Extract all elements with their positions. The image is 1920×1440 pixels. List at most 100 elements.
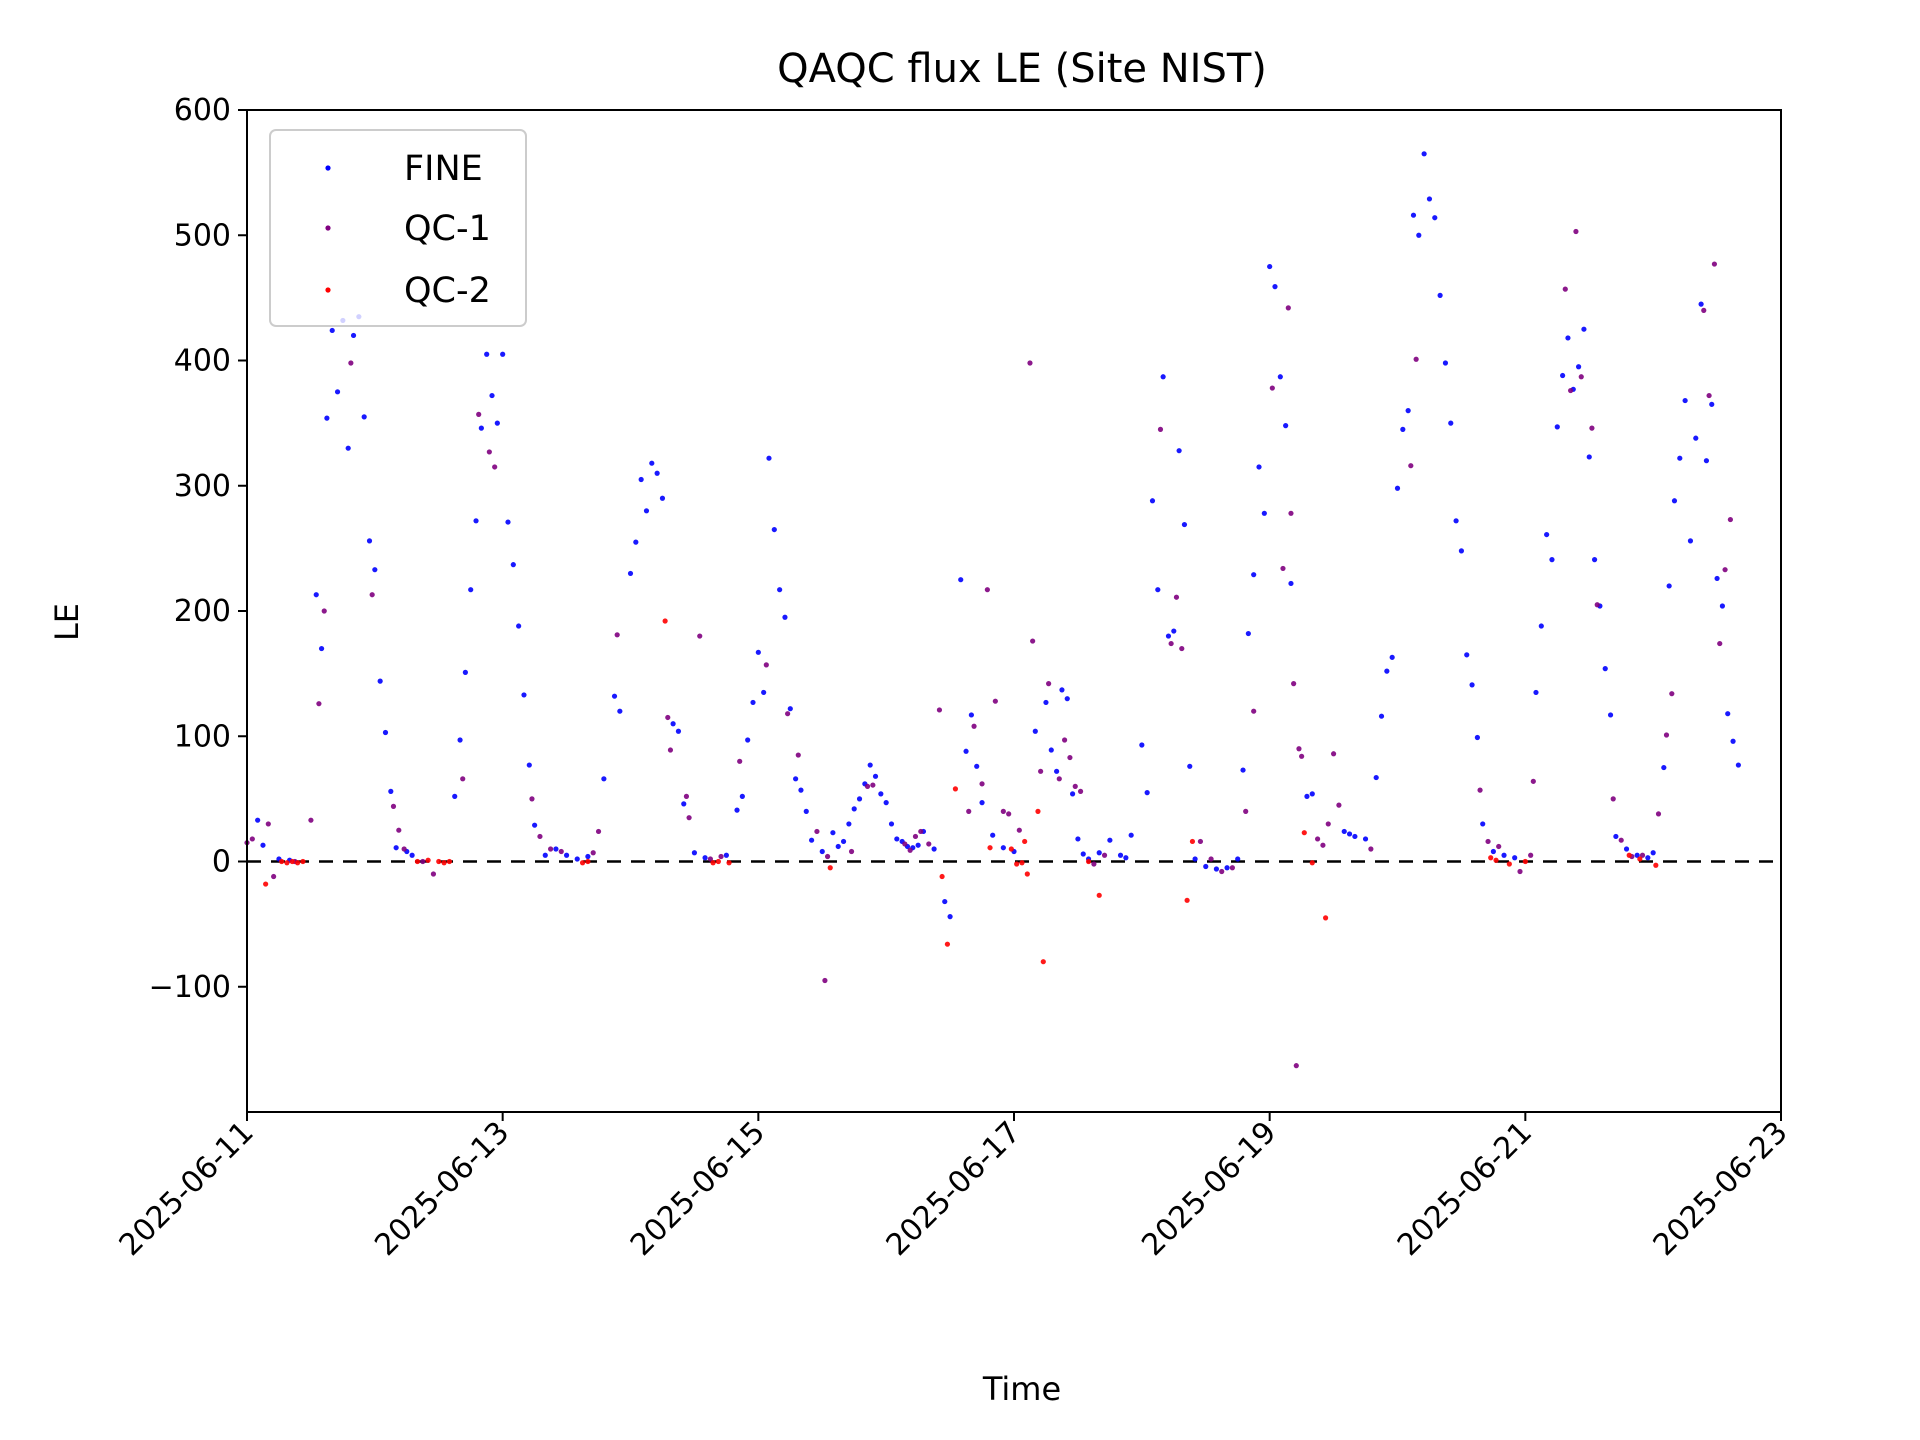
data-point-fine	[1032, 728, 1038, 734]
data-point-fine	[1448, 420, 1454, 426]
data-point-fine	[563, 852, 570, 858]
data-point-qc-1	[1077, 788, 1084, 794]
data-point-fine	[851, 806, 857, 812]
data-point-qc-2	[662, 618, 668, 624]
y-tick-label: 100	[174, 719, 231, 754]
data-point-qc-2	[1488, 855, 1494, 861]
data-point-fine	[1549, 557, 1555, 563]
data-point-fine	[452, 793, 458, 799]
data-point-qc-1	[912, 833, 919, 840]
data-point-fine	[521, 692, 527, 698]
data-point-qc-1	[430, 871, 437, 877]
data-point-qc-1	[1006, 811, 1012, 817]
data-point-fine	[878, 791, 884, 797]
data-point-qc-2	[1035, 808, 1041, 815]
data-point-fine	[681, 801, 687, 807]
data-point-qc-1	[1173, 594, 1180, 600]
data-point-qc-1	[348, 360, 354, 366]
data-point-fine	[947, 914, 953, 920]
data-point-fine	[1160, 374, 1166, 380]
data-point-qc-1	[1722, 567, 1728, 573]
y-tick-label: 400	[174, 344, 231, 379]
data-point-fine	[1719, 603, 1726, 609]
data-point-fine	[856, 796, 863, 802]
data-point-fine	[798, 787, 804, 793]
data-point-qc-1	[1288, 510, 1294, 516]
data-point-qc-1	[1717, 640, 1723, 647]
data-point-fine	[691, 850, 698, 856]
legend: FINE QC-1 QC-2	[269, 129, 527, 327]
data-point-fine	[1171, 628, 1177, 634]
data-point-fine	[505, 519, 511, 525]
data-point-fine	[745, 737, 751, 743]
data-point-qc-2	[1085, 858, 1092, 865]
data-point-qc-1	[1477, 787, 1483, 793]
data-point-fine	[1362, 836, 1369, 842]
data-point-qc-1	[1062, 737, 1068, 743]
data-point-qc-2	[1022, 838, 1028, 845]
data-point-qc-1	[460, 776, 466, 782]
data-point-qc-1	[979, 781, 985, 787]
data-point-qc-2	[579, 860, 586, 866]
data-point-fine	[484, 351, 490, 357]
data-point-fine	[979, 800, 985, 806]
data-point-fine	[1256, 464, 1262, 470]
data-point-qc-1	[558, 848, 564, 855]
data-point-qc-2	[715, 858, 721, 865]
data-point-fine	[1378, 713, 1385, 719]
data-point-qc-1	[1285, 305, 1291, 311]
data-point-qc-2	[1522, 858, 1528, 865]
data-point-fine	[1437, 292, 1443, 298]
data-point-fine	[872, 773, 879, 779]
data-point-fine	[1725, 711, 1731, 717]
data-point-fine	[1000, 845, 1006, 851]
data-point-qc-2	[436, 858, 442, 865]
data-point-qc-1	[1325, 821, 1331, 827]
data-point-fine	[542, 852, 548, 858]
data-point-fine	[1341, 828, 1347, 835]
data-point-qc-1	[1706, 392, 1712, 399]
data-point-fine	[377, 678, 383, 684]
data-point-qc-1	[1618, 837, 1624, 843]
data-point-fine	[1389, 654, 1395, 660]
data-point-fine	[819, 848, 825, 855]
data-point-fine	[1666, 583, 1672, 589]
data-point-fine	[1442, 360, 1449, 366]
data-point-fine	[734, 807, 740, 813]
data-point-fine	[755, 649, 761, 655]
data-point-fine	[393, 845, 399, 851]
data-point-fine	[462, 669, 468, 675]
data-point-qc-2	[1019, 860, 1025, 866]
legend-label-fine: FINE	[404, 149, 483, 189]
data-point-fine	[1533, 689, 1539, 696]
data-point-fine	[1181, 521, 1188, 528]
data-point-qc-2	[1653, 862, 1659, 868]
data-point-qc-1	[785, 711, 791, 717]
data-point-qc-1	[1485, 838, 1491, 845]
data-point-qc-1	[822, 977, 828, 984]
data-point-fine	[1240, 767, 1246, 773]
data-point-fine	[457, 737, 463, 743]
legend-marker-fine	[325, 165, 331, 171]
data-point-qc-1	[1038, 768, 1044, 774]
data-point-fine	[1645, 855, 1651, 861]
data-point-qc-1	[308, 817, 314, 823]
data-point-fine	[1400, 426, 1406, 432]
data-point-qc-1	[1639, 852, 1646, 858]
data-point-qc-1	[1046, 681, 1052, 687]
data-point-fine	[654, 470, 660, 476]
data-point-qc-1	[316, 701, 322, 707]
y-tick-label: −100	[149, 970, 231, 1005]
y-axis-title: LE	[48, 603, 86, 641]
data-point-fine	[1613, 833, 1619, 840]
data-point-qc-1	[492, 464, 498, 470]
data-point-fine	[1634, 852, 1640, 858]
data-point-fine	[963, 748, 969, 754]
data-point-fine	[867, 762, 873, 768]
data-point-fine	[329, 327, 335, 334]
data-point-fine	[1245, 630, 1251, 637]
plot-area	[244, 151, 1781, 1069]
data-point-fine	[1623, 846, 1630, 852]
data-point-qc-1	[1280, 565, 1286, 572]
data-point-fine	[1538, 623, 1544, 629]
